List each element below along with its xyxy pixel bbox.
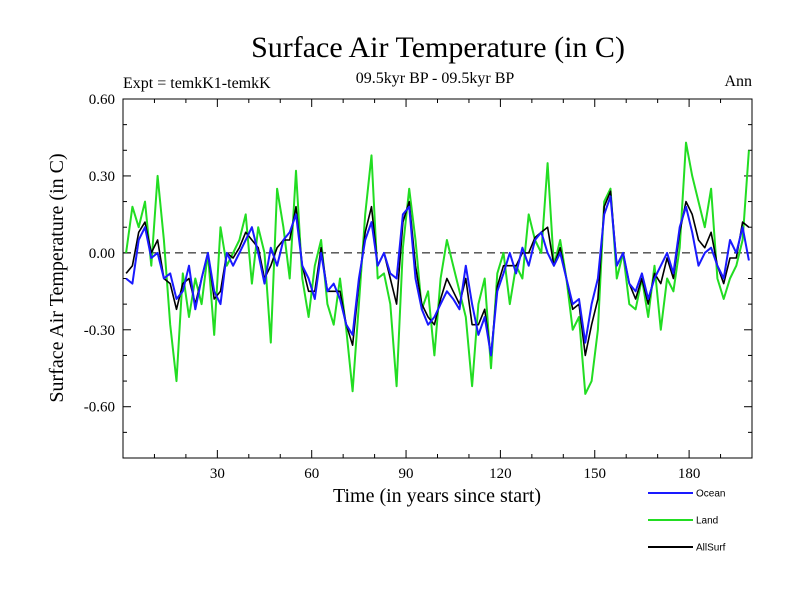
x-tick-label: 180 <box>678 466 701 482</box>
x-tick-label: 60 <box>304 466 319 482</box>
x-axis-label: Time (in years since start) <box>333 485 541 507</box>
x-tick-label: 150 <box>584 466 607 482</box>
y-tick-label: -0.30 <box>84 323 115 339</box>
x-tick-label: 90 <box>399 466 414 482</box>
series-line-land <box>125 141 750 395</box>
period-label: 09.5kyr BP - 09.5kyr BP <box>356 70 515 87</box>
y-tick-label: 0.30 <box>89 169 115 185</box>
chart-title: Surface Air Temperature (in C) <box>251 31 625 64</box>
plot-area: 30 60 90 120 150 180 0.60 0.30 0.00 -0.30 -0.60 <box>84 92 753 482</box>
legend-label-allsurf: AllSurf <box>696 543 726 554</box>
x-tick-label: 120 <box>489 466 512 482</box>
y-tick-label: 0.00 <box>89 246 115 262</box>
y-tick-label: -0.60 <box>84 400 115 416</box>
x-tick-label: 30 <box>210 466 225 482</box>
legend-label-land: Land <box>696 516 718 527</box>
experiment-label: Expt = temkK1-temkK <box>123 75 271 92</box>
legend: Ocean Land AllSurf <box>648 489 726 554</box>
y-tick-label: 0.60 <box>89 92 115 108</box>
legend-label-ocean: Ocean <box>696 489 725 500</box>
y-axis-label: Surface Air Temperature (in C) <box>46 153 68 402</box>
season-label: Ann <box>724 73 752 90</box>
series-line-ocean <box>125 195 750 357</box>
